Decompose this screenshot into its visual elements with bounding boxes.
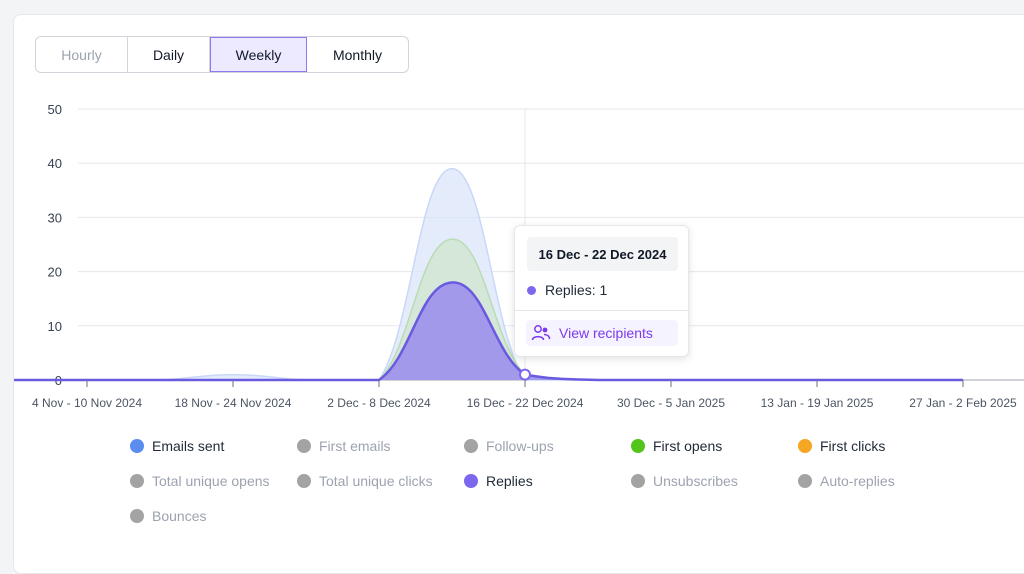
series-area-replies bbox=[14, 282, 963, 380]
y-tick-label: 10 bbox=[48, 319, 62, 334]
tooltip-title: 16 Dec - 22 Dec 2024 bbox=[527, 237, 678, 271]
legend-label: Follow-ups bbox=[486, 438, 554, 454]
legend-dot bbox=[631, 474, 645, 488]
tooltip-series-dot bbox=[527, 285, 536, 295]
legend-dot bbox=[798, 439, 812, 453]
legend-item-bounces[interactable]: Bounces bbox=[130, 508, 206, 524]
x-tick-label: 30 Dec - 5 Jan 2025 bbox=[617, 396, 725, 410]
legend-label: First emails bbox=[319, 438, 391, 454]
legend-item-auto-replies[interactable]: Auto-replies bbox=[798, 473, 895, 489]
chart-tooltip: 16 Dec - 22 Dec 2024 Replies: 1 View rec… bbox=[514, 225, 689, 357]
legend-label: Total unique clicks bbox=[319, 473, 433, 489]
tooltip-value: Replies: 1 bbox=[545, 282, 608, 298]
x-tick-label: 4 Nov - 10 Nov 2024 bbox=[32, 396, 142, 410]
legend-label: Auto-replies bbox=[820, 473, 895, 489]
tab-hourly[interactable]: Hourly bbox=[36, 37, 128, 72]
x-tick-label: 2 Dec - 8 Dec 2024 bbox=[327, 396, 431, 410]
legend-item-first-opens[interactable]: First opens bbox=[631, 438, 722, 454]
highlight-point bbox=[519, 368, 531, 381]
legend-label: Emails sent bbox=[152, 438, 225, 454]
x-tick-label: 27 Jan - 2 Feb 2025 bbox=[909, 396, 1017, 410]
legend-item-unsubscribes[interactable]: Unsubscribes bbox=[631, 473, 738, 489]
legend-label: First clicks bbox=[820, 438, 886, 454]
legend-dot bbox=[464, 439, 478, 453]
tooltip-value-row: Replies: 1 bbox=[527, 282, 607, 298]
legend-item-first-clicks[interactable]: First clicks bbox=[798, 438, 885, 454]
legend-dot bbox=[297, 474, 311, 488]
series-line-replies bbox=[13, 281, 963, 382]
legend-dot bbox=[297, 439, 311, 453]
legend-label: Total unique opens bbox=[152, 473, 270, 489]
y-tick-label: 30 bbox=[48, 210, 62, 225]
legend-label: Replies bbox=[486, 473, 533, 489]
users-icon bbox=[531, 325, 551, 341]
tab-monthly[interactable]: Monthly bbox=[332, 46, 383, 63]
legend-item-emails-sent[interactable]: Emails sent bbox=[130, 438, 224, 454]
legend-item-total-unique-clicks[interactable]: Total unique clicks bbox=[297, 473, 433, 489]
x-tick-label: 16 Dec - 22 Dec 2024 bbox=[467, 396, 584, 410]
tab-daily[interactable]: Daily bbox=[128, 37, 210, 72]
legend-label: First opens bbox=[653, 438, 723, 454]
legend-label: Unsubscribes bbox=[653, 473, 738, 489]
series-area-emails-sent bbox=[14, 168, 963, 380]
legend-dot bbox=[631, 439, 645, 453]
legend-item-follow-ups[interactable]: Follow-ups bbox=[464, 438, 554, 454]
legend-item-first-emails[interactable]: First emails bbox=[297, 438, 391, 454]
legend-item-total-unique-opens[interactable]: Total unique opens bbox=[130, 473, 270, 489]
y-tick-label: 50 bbox=[48, 102, 62, 117]
y-tick-label: 20 bbox=[48, 265, 62, 280]
x-tick-label: 13 Jan - 19 Jan 2025 bbox=[761, 396, 874, 410]
legend-dot bbox=[798, 474, 812, 488]
legend-dot bbox=[130, 439, 144, 453]
legend-dot bbox=[130, 509, 144, 523]
tooltip-divider bbox=[515, 310, 688, 311]
legend-dot bbox=[464, 474, 478, 488]
series-area-first-opens bbox=[14, 239, 963, 380]
y-tick-label: 40 bbox=[48, 156, 62, 171]
legend-label: Bounces bbox=[152, 508, 207, 524]
legend-dot bbox=[130, 474, 144, 488]
granularity-tabs: Hourly Daily Weekly Monthly bbox=[35, 36, 409, 73]
x-tick-label: 18 Nov - 24 Nov 2024 bbox=[175, 396, 292, 410]
legend-item-replies[interactable]: Replies bbox=[464, 473, 533, 489]
view-recipients-link[interactable]: View recipients bbox=[526, 320, 678, 346]
tab-weekly[interactable]: Weekly bbox=[210, 37, 307, 72]
view-recipients-label: View recipients bbox=[559, 325, 653, 341]
